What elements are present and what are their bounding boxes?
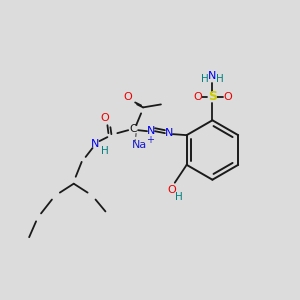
Text: N: N	[208, 71, 217, 81]
Text: H: H	[100, 146, 108, 156]
Text: C: C	[129, 124, 137, 134]
Text: N: N	[147, 126, 155, 136]
Text: H: H	[201, 74, 208, 84]
Text: +: +	[146, 135, 154, 145]
Text: O: O	[193, 92, 202, 103]
Text: N: N	[91, 139, 100, 149]
Text: N: N	[165, 128, 173, 138]
Text: O: O	[223, 92, 232, 103]
Text: S: S	[208, 90, 217, 103]
Text: Na: Na	[131, 140, 147, 150]
Text: O: O	[167, 184, 176, 195]
Text: H: H	[175, 192, 183, 202]
Text: O: O	[124, 92, 133, 103]
Text: H: H	[217, 74, 224, 84]
Text: O: O	[100, 113, 109, 123]
